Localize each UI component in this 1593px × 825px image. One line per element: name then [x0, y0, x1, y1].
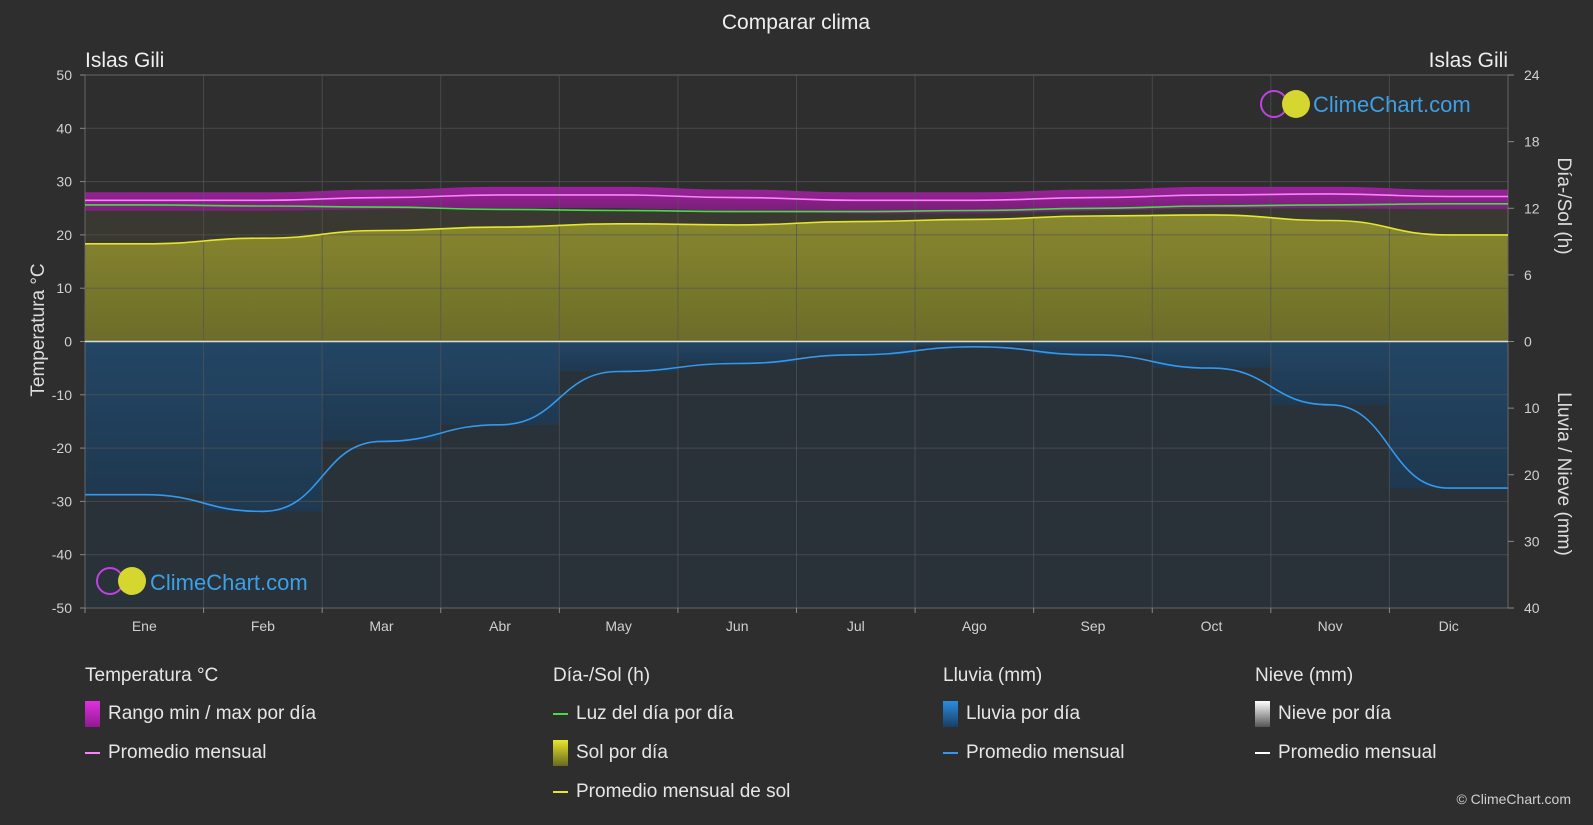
- left-tick-label: -30: [52, 493, 72, 509]
- legend-temp-avg-label: Promedio mensual: [108, 739, 266, 767]
- left-tick-label: -20: [52, 440, 72, 456]
- chart-title: Comparar clima: [722, 11, 871, 34]
- month-label-Feb: Feb: [251, 618, 275, 634]
- legend-temp-range-label: Rango min / max por día: [108, 700, 316, 728]
- sun-swatch: [553, 740, 568, 766]
- month-label-Jun: Jun: [726, 618, 749, 634]
- sun-avg-swatch: [553, 791, 568, 793]
- snow-swatch: [1255, 701, 1270, 727]
- legend-sunshine: Sol por día: [553, 739, 790, 767]
- rain-avg-swatch: [943, 752, 958, 754]
- month-label-Mar: Mar: [369, 618, 393, 634]
- watermark-bottom: ClimeChart.com: [97, 567, 308, 595]
- left-tick-label: 0: [64, 334, 72, 350]
- right-bottom-tick-label: 10: [1524, 400, 1540, 416]
- legend-rain-title: Lluvia (mm): [943, 662, 1124, 690]
- location-left: Islas Gili: [85, 49, 164, 72]
- month-label-Abr: Abr: [489, 618, 511, 634]
- logo-sun-icon: [118, 567, 146, 595]
- month-label-Ene: Ene: [132, 618, 157, 634]
- left-tick-label: -40: [52, 547, 72, 563]
- rain-swatch: [943, 701, 958, 727]
- legend-temp-title: Temperatura °C: [85, 662, 316, 690]
- right-bottom-tick-label: 20: [1524, 467, 1540, 483]
- temp-avg-swatch: [85, 752, 100, 754]
- legend-rain-daily-label: Lluvia por día: [966, 700, 1080, 728]
- legend-daylight-label: Luz del día por día: [576, 700, 733, 728]
- climate-chart: Comparar clima Islas Gili Islas Gili 50 4…: [0, 0, 1593, 660]
- right-top-tick-label: 6: [1524, 267, 1532, 283]
- right-bottom-tick-label: 30: [1524, 533, 1540, 549]
- legend-temperature: Temperatura °C Rango min / max por día P…: [85, 662, 316, 778]
- legend-temp-avg: Promedio mensual: [85, 739, 316, 767]
- left-tick-label: 30: [56, 174, 72, 190]
- legend-sun-title: Día-/Sol (h): [553, 662, 790, 690]
- legend-snow-title: Nieve (mm): [1255, 662, 1436, 690]
- legend-sun-avg: Promedio mensual de sol: [553, 778, 790, 806]
- legend-sun-avg-label: Promedio mensual de sol: [576, 778, 790, 806]
- location-right: Islas Gili: [1429, 49, 1508, 72]
- daylight-swatch: [553, 713, 568, 715]
- copyright: © ClimeChart.com: [1456, 791, 1571, 807]
- right-top-tick-label: 18: [1524, 134, 1540, 150]
- right-top-tick-label: 24: [1524, 67, 1540, 83]
- month-label-Dic: Dic: [1439, 618, 1459, 634]
- legend-rain-avg: Promedio mensual: [943, 739, 1124, 767]
- legend-temp-range: Rango min / max por día: [85, 700, 316, 728]
- left-axis-label: Temperatura °C: [28, 263, 49, 396]
- month-label-Sep: Sep: [1080, 618, 1105, 634]
- right-bottom-tick-label: 40: [1524, 600, 1540, 616]
- left-tick-label: 50: [56, 67, 72, 83]
- plot-area: 50 40 30 20 10 0 -10 -20 -30 -40 -50 24 18 12 6 0 10 20 30…: [52, 67, 1540, 634]
- right-top-axis-label: Día-/Sol (h): [1553, 157, 1574, 254]
- legend-rain: Lluvia (mm) Lluvia por día Promedio mens…: [943, 662, 1124, 778]
- legend-sun: Día-/Sol (h) Luz del día por día Sol por…: [553, 662, 790, 817]
- right-top-tick-label: 0: [1524, 334, 1532, 350]
- right-top-tick-label: 12: [1524, 200, 1540, 216]
- legend-snow-daily: Nieve por día: [1255, 700, 1436, 728]
- month-label-Ago: Ago: [962, 618, 987, 634]
- legend-snow-avg: Promedio mensual: [1255, 739, 1436, 767]
- month-label-May: May: [605, 618, 631, 634]
- logo-sun-icon: [1282, 90, 1310, 118]
- legend-snow: Nieve (mm) Nieve por día Promedio mensua…: [1255, 662, 1436, 778]
- left-tick-label: 40: [56, 120, 72, 136]
- watermark-text: ClimeChart.com: [1313, 92, 1471, 117]
- left-tick-label: 20: [56, 227, 72, 243]
- legend-sunshine-label: Sol por día: [576, 739, 668, 767]
- month-label-Nov: Nov: [1318, 618, 1343, 634]
- left-tick-label: 10: [56, 280, 72, 296]
- temp-range-swatch: [85, 701, 100, 727]
- month-label-Oct: Oct: [1201, 618, 1223, 634]
- watermark-top: ClimeChart.com: [1261, 90, 1471, 118]
- legend-snow-avg-label: Promedio mensual: [1278, 739, 1436, 767]
- legend-snow-daily-label: Nieve por día: [1278, 700, 1391, 728]
- legend-daylight: Luz del día por día: [553, 700, 790, 728]
- month-label-Jul: Jul: [847, 618, 865, 634]
- legend: Temperatura °C Rango min / max por día P…: [0, 662, 1593, 812]
- right-bottom-axis-label: Lluvia / Nieve (mm): [1553, 392, 1574, 556]
- snow-avg-swatch: [1255, 752, 1270, 754]
- legend-rain-daily: Lluvia por día: [943, 700, 1124, 728]
- legend-rain-avg-label: Promedio mensual: [966, 739, 1124, 767]
- left-tick-label: -50: [52, 600, 72, 616]
- left-tick-label: -10: [52, 387, 72, 403]
- watermark-text: ClimeChart.com: [150, 570, 308, 595]
